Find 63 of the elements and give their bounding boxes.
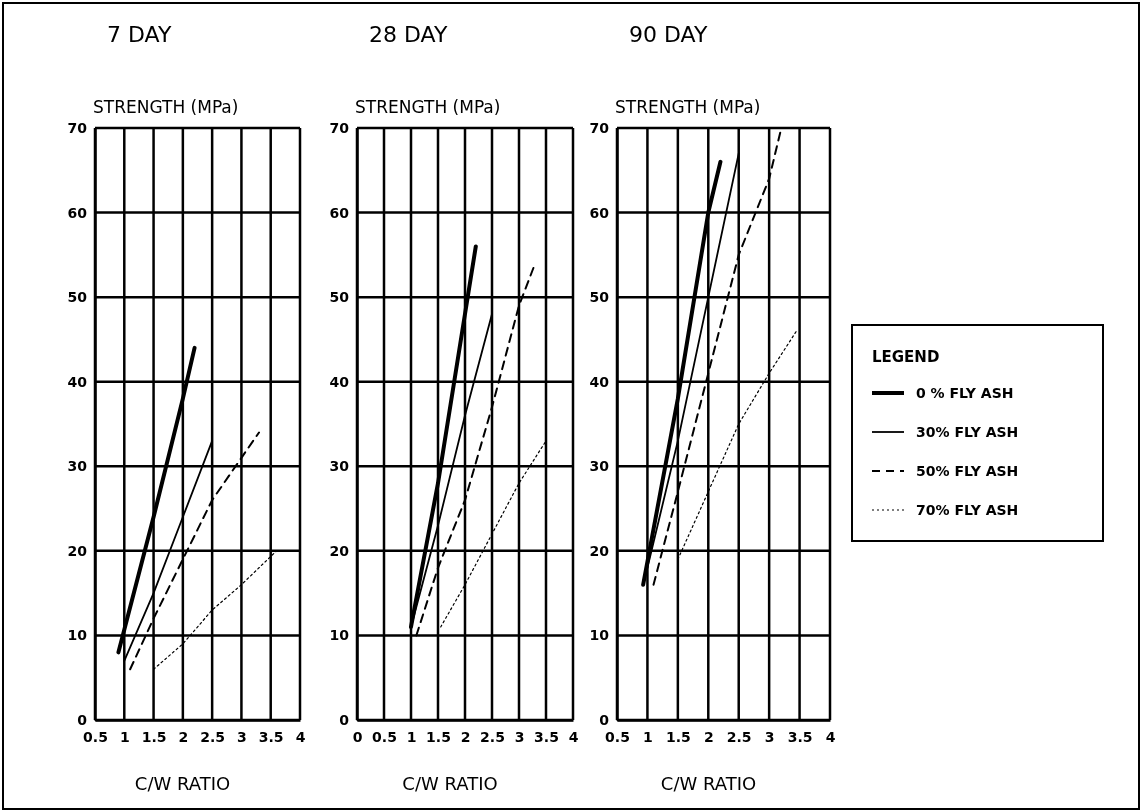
x-tick-label: 0 — [352, 728, 363, 745]
chart-title: 90 DAY — [629, 22, 708, 47]
y-tick-label: 30 — [329, 458, 350, 475]
y-tick-label: 40 — [589, 373, 610, 390]
y-axis-title: STRENGTH (MPa) — [615, 97, 761, 117]
y-tick-label: 10 — [329, 627, 350, 644]
x-tick-label: 3.5 — [534, 728, 559, 745]
x-tick-label: 2.5 — [480, 728, 505, 745]
y-tick-label: 60 — [67, 204, 88, 221]
x-tick-label: 2 — [703, 728, 714, 745]
y-tick-label: 40 — [67, 373, 88, 390]
legend-label: 70% FLY ASH — [916, 502, 1019, 518]
x-tick-label: 3 — [514, 728, 525, 745]
legend-label: 0 % FLY ASH — [916, 385, 1014, 401]
x-tick-label: 0.5 — [372, 728, 397, 745]
y-tick-label: 20 — [67, 542, 88, 559]
y-tick-label: 20 — [329, 542, 350, 559]
y-tick-label: 0 — [77, 711, 88, 728]
y-axis-title: STRENGTH (MPa) — [355, 97, 501, 117]
y-tick-label: 60 — [329, 204, 350, 221]
x-tick-label: 4 — [825, 728, 836, 745]
y-tick-label: 50 — [329, 289, 350, 306]
x-tick-label: 3 — [237, 728, 247, 745]
x-axis-title: C/W RATIO — [134, 773, 231, 794]
x-tick-label: 1.5 — [426, 728, 451, 745]
chart-title: 28 DAY — [369, 22, 448, 47]
x-tick-label: 1 — [643, 728, 653, 745]
x-tick-label: 4 — [568, 728, 579, 745]
y-tick-label: 50 — [67, 289, 88, 306]
legend-title: LEGEND — [872, 348, 940, 366]
y-tick-label: 70 — [589, 119, 610, 136]
y-tick-label: 30 — [589, 458, 610, 475]
legend-label: 30% FLY ASH — [916, 424, 1019, 440]
y-tick-label: 0 — [339, 711, 350, 728]
y-axis-title: STRENGTH (MPa) — [93, 97, 239, 117]
y-tick-label: 0 — [599, 711, 610, 728]
x-tick-label: 2.5 — [726, 728, 752, 745]
x-tick-label: 2.5 — [200, 728, 226, 745]
y-tick-label: 20 — [589, 542, 610, 559]
x-tick-label: 0.5 — [605, 728, 630, 745]
chart-title: 7 DAY — [107, 22, 172, 47]
y-tick-label: 10 — [67, 627, 88, 644]
y-tick-label: 30 — [67, 458, 88, 475]
x-tick-label: 4 — [295, 728, 306, 745]
x-tick-label: 0.5 — [83, 728, 108, 745]
x-tick-label: 3.5 — [787, 728, 813, 745]
x-tick-label: 2 — [460, 728, 471, 745]
x-axis-title: C/W RATIO — [660, 773, 757, 794]
y-tick-label: 70 — [329, 119, 350, 136]
x-tick-label: 1 — [406, 728, 417, 745]
y-tick-label: 50 — [589, 289, 610, 306]
x-tick-label: 3.5 — [258, 728, 284, 745]
y-tick-label: 70 — [67, 119, 88, 136]
legend-label: 50% FLY ASH — [916, 463, 1019, 479]
x-tick-label: 3 — [764, 728, 775, 745]
y-tick-label: 60 — [589, 204, 610, 221]
x-axis-title: C/W RATIO — [402, 773, 498, 794]
y-tick-label: 10 — [589, 627, 610, 644]
x-tick-label: 1 — [119, 728, 130, 745]
x-tick-label: 1.5 — [665, 728, 691, 745]
y-tick-label: 40 — [329, 373, 350, 390]
x-tick-label: 1.5 — [141, 728, 167, 745]
x-tick-label: 2 — [178, 728, 189, 745]
